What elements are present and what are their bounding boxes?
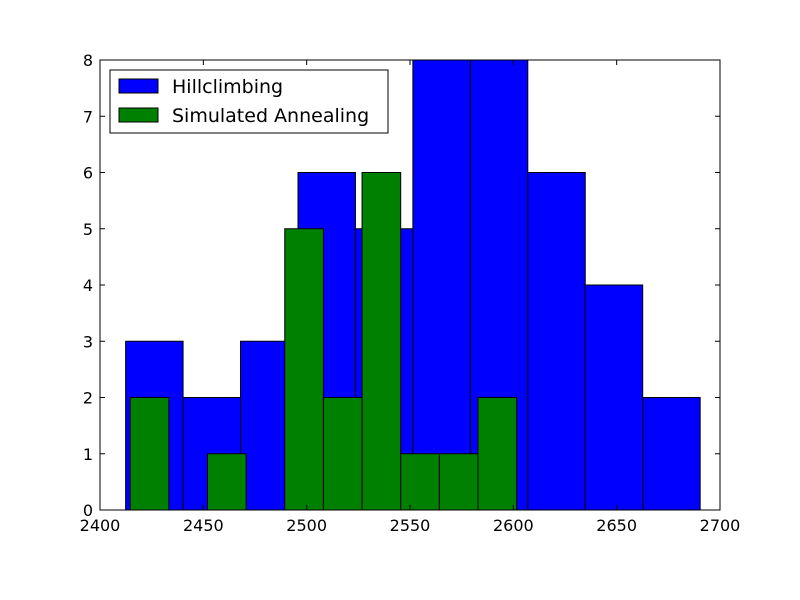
y-tick-label: 3 [83,332,93,351]
legend-label-series-1: Hillclimbing [172,76,283,98]
y-tick-label: 4 [83,276,93,295]
legend-swatch-series-1 [118,78,159,94]
bar-series-1-bin-9 [584,284,644,511]
y-tick-label: 8 [83,51,93,70]
x-tick-label: 2550 [390,516,431,535]
x-tick-label: 2500 [286,516,327,535]
bar-series-2-bin-5 [284,228,324,511]
bar-series-2-bin-9 [438,453,479,511]
ticks-layer [99,59,721,511]
legend-label-series-2: Simulated Annealing [172,105,369,127]
x-tick-label: 2400 [80,516,121,535]
bar-series-1-bin-6 [412,59,471,511]
bar-series-2-bin-8 [400,453,440,511]
y-tick-label: 0 [83,501,93,520]
legend-swatch-series-2 [118,107,159,123]
series-2 [129,172,518,511]
bar-series-2-bin-7 [361,172,402,511]
bar-series-1-bin-8 [527,172,586,511]
bar-series-2-bin-10 [477,397,518,511]
x-tick-label: 2700 [700,516,741,535]
bar-series-2-bin-1 [129,397,170,511]
bars-layer [125,59,701,511]
y-tick-label: 1 [83,445,93,464]
x-tick-label: 2450 [183,516,224,535]
y-tick-label: 5 [83,220,93,239]
x-tick-label: 2600 [493,516,534,535]
legend: Hillclimbing Simulated Annealing [109,69,389,134]
y-tick-label: 2 [83,389,93,408]
bar-series-2-bin-3 [206,453,247,511]
bar-series-1-bin-10 [642,397,701,511]
tick-labels-layer: 2400 2450 2500 2550 2600 2650 2700 0 1 2 3 4 5 6 7 8 [80,51,741,535]
y-tick-label: 7 [83,107,93,126]
x-tick-label: 2650 [596,516,637,535]
y-tick-label: 6 [83,164,93,183]
bar-series-2-bin-6 [322,397,363,511]
